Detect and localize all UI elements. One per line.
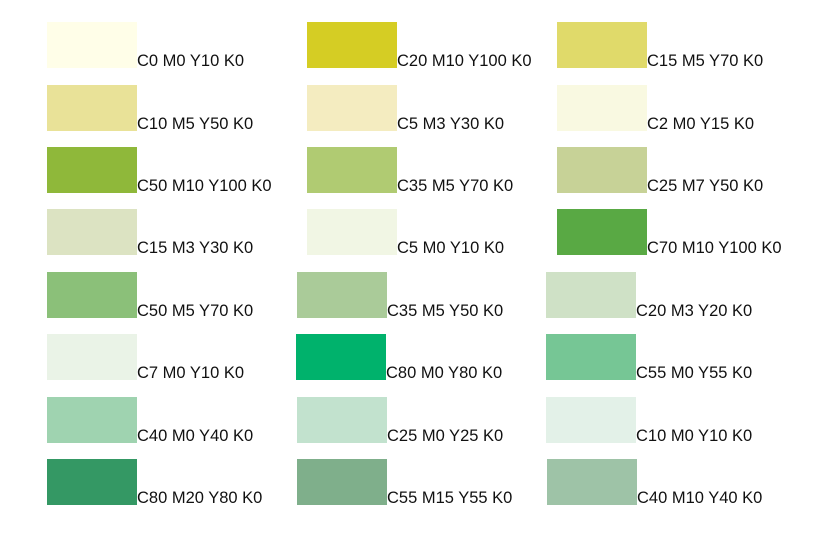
swatch-label: C25 M7 Y50 K0 bbox=[647, 177, 764, 195]
color-swatch bbox=[297, 272, 387, 318]
swatch-label: C15 M5 Y70 K0 bbox=[647, 52, 764, 70]
swatch-label: C55 M15 Y55 K0 bbox=[387, 489, 513, 507]
color-swatch bbox=[557, 85, 647, 131]
color-swatch bbox=[557, 209, 647, 255]
swatch-label: C35 M5 Y50 K0 bbox=[387, 302, 504, 320]
swatch-label: C20 M3 Y20 K0 bbox=[636, 302, 753, 320]
color-swatch bbox=[547, 459, 637, 505]
swatch-label: C5 M0 Y10 K0 bbox=[397, 239, 505, 257]
swatch-label: C15 M3 Y30 K0 bbox=[137, 239, 254, 257]
swatch-label: C35 M5 Y70 K0 bbox=[397, 177, 514, 195]
swatch-label: C10 M0 Y10 K0 bbox=[636, 427, 753, 445]
color-swatch bbox=[546, 334, 636, 380]
swatch-label: C50 M10 Y100 K0 bbox=[137, 177, 272, 195]
color-swatch bbox=[307, 22, 397, 68]
color-swatch bbox=[297, 397, 387, 443]
color-swatch bbox=[307, 209, 397, 255]
color-swatch bbox=[297, 459, 387, 505]
swatch-label: C40 M0 Y40 K0 bbox=[137, 427, 254, 445]
color-swatch bbox=[47, 397, 137, 443]
color-swatch bbox=[557, 22, 647, 68]
color-swatch bbox=[307, 85, 397, 131]
color-swatch bbox=[47, 147, 137, 193]
color-swatch bbox=[557, 147, 647, 193]
swatch-label: C2 M0 Y15 K0 bbox=[647, 115, 755, 133]
swatch-label: C20 M10 Y100 K0 bbox=[397, 52, 532, 70]
swatch-label: C0 M0 Y10 K0 bbox=[137, 52, 245, 70]
color-swatch bbox=[47, 22, 137, 68]
color-swatch bbox=[307, 147, 397, 193]
swatch-label: C5 M3 Y30 K0 bbox=[397, 115, 505, 133]
color-swatch bbox=[546, 272, 636, 318]
swatch-label: C70 M10 Y100 K0 bbox=[647, 239, 782, 257]
color-swatch bbox=[47, 209, 137, 255]
color-swatch bbox=[47, 85, 137, 131]
color-swatch bbox=[47, 334, 137, 380]
swatch-label: C55 M0 Y55 K0 bbox=[636, 364, 753, 382]
swatch-label: C7 M0 Y10 K0 bbox=[137, 364, 245, 382]
color-swatch bbox=[47, 459, 137, 505]
swatch-label: C10 M5 Y50 K0 bbox=[137, 115, 254, 133]
color-swatch bbox=[546, 397, 636, 443]
color-swatch bbox=[296, 334, 386, 380]
swatch-label: C25 M0 Y25 K0 bbox=[387, 427, 504, 445]
swatch-label: C80 M0 Y80 K0 bbox=[386, 364, 503, 382]
swatch-label: C50 M5 Y70 K0 bbox=[137, 302, 254, 320]
color-swatch bbox=[47, 272, 137, 318]
swatch-label: C40 M10 Y40 K0 bbox=[637, 489, 763, 507]
swatch-label: C80 M20 Y80 K0 bbox=[137, 489, 263, 507]
